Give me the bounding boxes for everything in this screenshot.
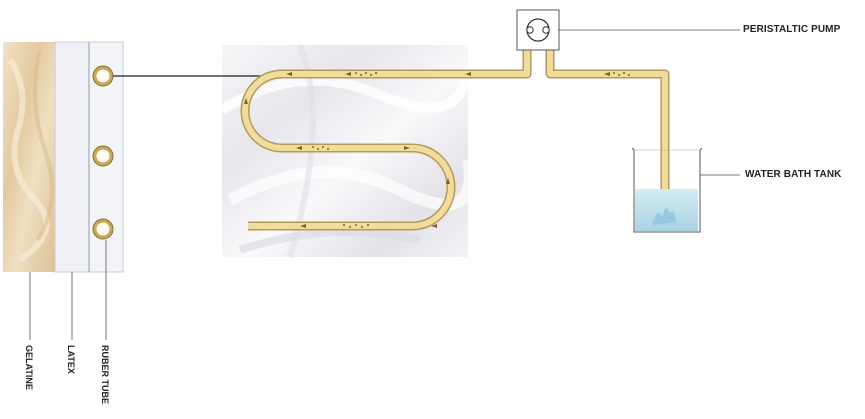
tube-cross-section — [92, 145, 114, 167]
gelatine-label: GELATINE — [24, 345, 34, 390]
latex-layer — [54, 41, 90, 273]
peristaltic-pump — [516, 9, 560, 51]
tube-cross-section — [92, 218, 114, 240]
water-bath-tank — [631, 147, 703, 233]
tank-label: WATER BATH TANK — [745, 169, 842, 180]
tube-label: RUBER TUBE — [100, 345, 110, 405]
pump-label: PERISTALTIC PUMP — [743, 24, 841, 35]
bottom-leader-lines — [29, 240, 107, 340]
latex-label: LATEX — [66, 345, 76, 374]
flow-markers — [244, 72, 630, 228]
tube-path — [240, 30, 670, 231]
tube-cross-section — [92, 65, 114, 87]
phantom-block — [3, 41, 124, 273]
